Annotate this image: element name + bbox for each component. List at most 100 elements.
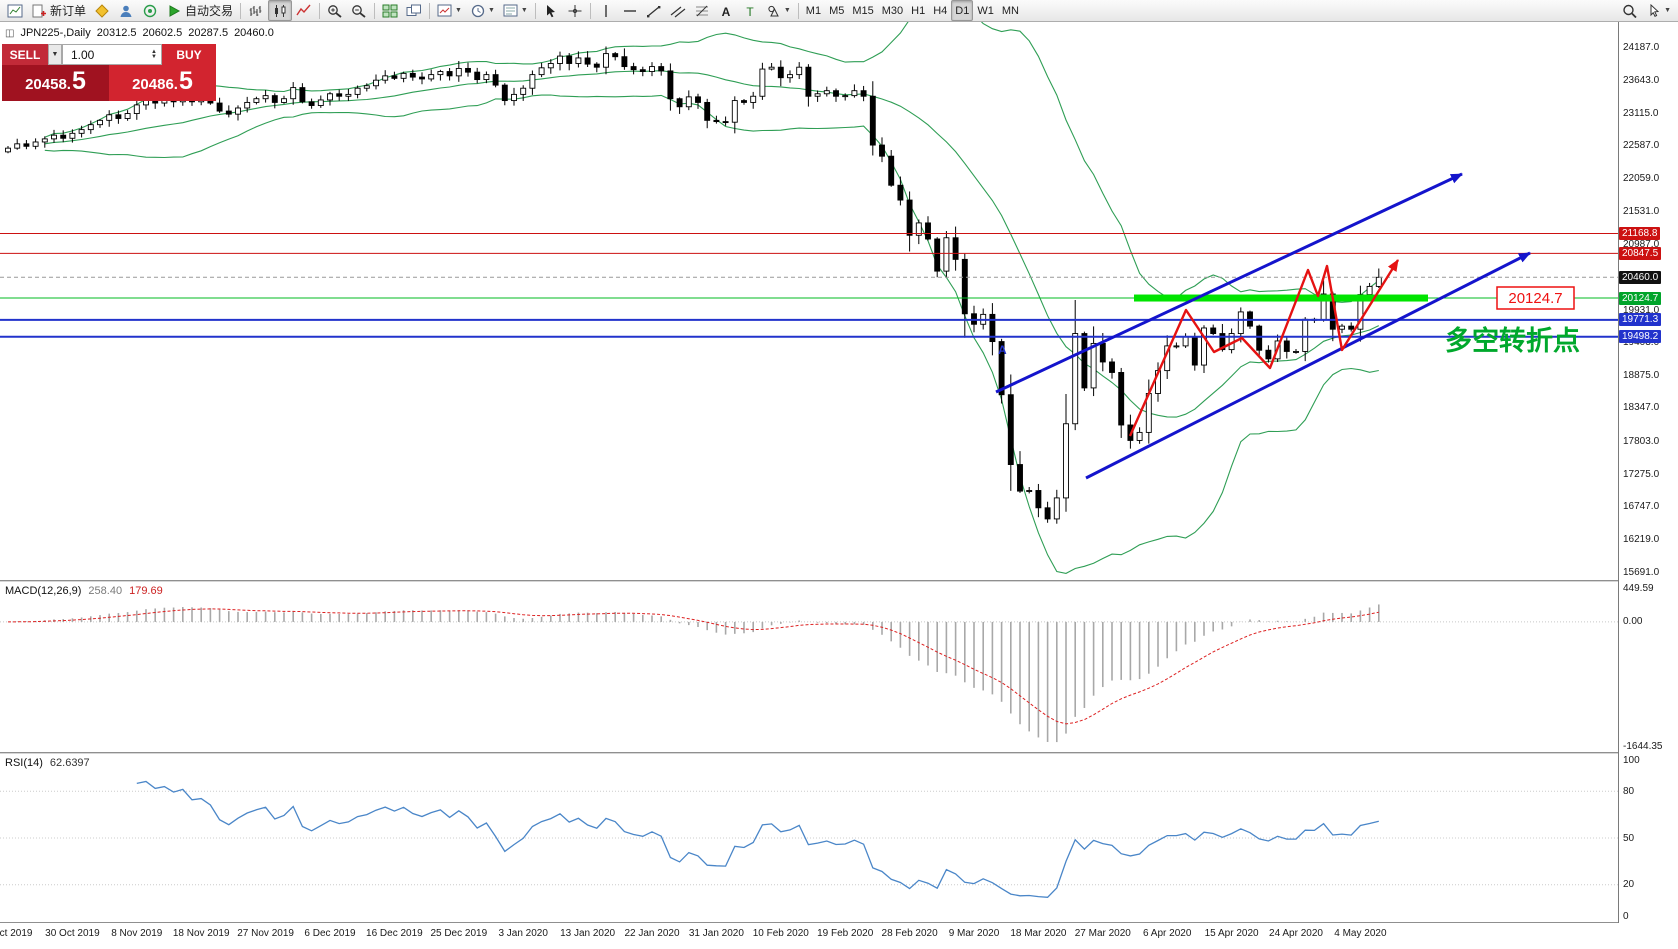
profile-icon — [120, 5, 132, 17]
spinner-up-icon[interactable]: ▲ — [151, 48, 157, 55]
zoom-out-icon — [352, 4, 366, 18]
shapes-button[interactable]: ▼ — [762, 0, 795, 21]
support-band[interactable] — [1134, 294, 1428, 302]
rsi-axis-label: 50 — [1623, 832, 1635, 844]
rsi-chart[interactable] — [0, 754, 1618, 922]
buy-price-button[interactable]: 20486. 5 — [109, 65, 216, 101]
date-label: 25 Dec 2019 — [430, 928, 488, 939]
sell-price-button[interactable]: 20458. 5 — [2, 65, 109, 101]
text-label-button[interactable]: T — [738, 0, 762, 21]
search-icon — [1623, 4, 1637, 18]
trendline-lower[interactable] — [1085, 251, 1531, 480]
tile-windows-button[interactable] — [378, 0, 402, 21]
tf-w1-button[interactable]: W1 — [973, 0, 998, 21]
chart-ohlc-info: ◫ JPN225-,Daily 20312.5 20602.5 20287.5 … — [5, 27, 274, 39]
trendline-button[interactable] — [642, 0, 666, 21]
new-order-button[interactable]: 新订单 — [27, 0, 90, 21]
macd-histogram — [16, 604, 1380, 743]
rsi-axis-label: 100 — [1623, 754, 1640, 766]
chart-window-button[interactable] — [3, 0, 27, 21]
macd-signal-line — [7, 608, 1379, 725]
lot-size-spinner[interactable]: ▲ ▼ — [149, 48, 159, 60]
rsi-line — [136, 780, 1379, 898]
sell-button[interactable]: SELL — [2, 44, 48, 65]
trade-options-dropdown[interactable]: ▼ — [48, 44, 62, 65]
buy-button[interactable]: BUY — [162, 44, 216, 65]
lot-size-value: 1.00 — [71, 47, 95, 62]
auto-trading-button[interactable]: 自动交易 — [162, 0, 237, 21]
line-chart-button[interactable] — [292, 0, 316, 21]
rsi-value: 62.6397 — [49, 757, 90, 769]
crosshair-icon — [568, 4, 582, 17]
search-button[interactable] — [1618, 0, 1642, 21]
zoom-out-button[interactable] — [347, 0, 371, 21]
bar-chart-button[interactable] — [244, 0, 268, 21]
date-label: 30 Oct 2019 — [45, 928, 100, 939]
rsi-name: RSI(14) — [5, 757, 43, 769]
tf-m30-button[interactable]: M30 — [878, 0, 907, 21]
zoom-in-button[interactable] — [323, 0, 347, 21]
price-axis-label: 23115.0 — [1623, 107, 1659, 119]
main-chart-panel[interactable]: A 多空转折点 20124.7 ◫ JPN225-,Daily 20312.5 20… — [0, 22, 1618, 580]
date-label: 22 Jan 2020 — [624, 928, 680, 939]
macd-main-value: 258.40 — [88, 585, 123, 597]
profile-button[interactable] — [114, 0, 138, 21]
text-button[interactable]: A — [714, 0, 738, 21]
cascade-windows-button[interactable] — [402, 0, 426, 21]
panel-divider[interactable] — [0, 752, 1678, 754]
marker-a-text[interactable]: A — [998, 343, 1007, 357]
date-label: 16 Dec 2019 — [366, 928, 423, 939]
tf-d1-button[interactable]: D1 — [951, 0, 974, 21]
horizontal-level-lines[interactable] — [0, 233, 1618, 338]
equidistant-channel-button[interactable] — [666, 0, 690, 21]
macd-indicator-panel[interactable]: MACD(12,26,9) 258.40 179.69 — [0, 582, 1618, 752]
rsi-indicator-panel[interactable]: RSI(14) 62.6397 — [0, 754, 1618, 922]
price-axis-label: 16747.0 — [1623, 501, 1660, 513]
level-label-box[interactable] — [1496, 286, 1575, 310]
tf-h4-button[interactable]: H4 — [929, 0, 951, 21]
tf-mn-button[interactable]: MN — [998, 0, 1023, 21]
quick-nav-button[interactable]: ▼ — [1642, 0, 1675, 21]
tf-h1-button[interactable]: H1 — [907, 0, 929, 21]
candlestick-chart-button[interactable] — [268, 0, 293, 21]
spinner-down-icon[interactable]: ▼ — [151, 53, 157, 60]
toolbar-separator — [429, 2, 431, 19]
tf-m15-button[interactable]: M15 — [848, 0, 877, 21]
dropdown-arrow-icon: ▼ — [520, 7, 528, 14]
zigzag-arrow[interactable] — [1128, 259, 1400, 437]
toolbar-separator — [534, 2, 536, 19]
tf-h4-label: H4 — [933, 4, 948, 17]
cursor-button[interactable] — [539, 0, 563, 21]
date-label: 6 Dec 2019 — [304, 928, 356, 939]
price-chart[interactable]: A 多空转折点 20124.7 — [0, 22, 1618, 580]
turning-point-text[interactable]: 多空转折点 — [1445, 325, 1580, 356]
vertical-line-button[interactable] — [594, 0, 618, 21]
fibonacci-button[interactable] — [690, 0, 714, 21]
new-chart-button[interactable]: ▼ — [433, 0, 466, 21]
templates-button[interactable]: ▼ — [499, 0, 532, 21]
toolbar-separator — [240, 2, 242, 19]
date-axis[interactable]: 1 Oct 2019 30 Oct 2019 8 Nov 2019 18 Nov 20… — [0, 923, 1678, 949]
crosshair-button[interactable] — [563, 0, 587, 21]
price-axis[interactable]: 24187.0 23643.0 23115.0 22587.0 22059.0 21531… — [1618, 22, 1678, 923]
rsi-axis-label: 20 — [1623, 879, 1635, 891]
lot-size-field[interactable]: 1.00 ▲ ▼ — [62, 44, 162, 65]
date-label: 1 Oct 2019 — [0, 928, 33, 939]
quick-nav-icon — [1650, 3, 1660, 17]
symbols-button[interactable] — [90, 0, 114, 21]
trendline-icon — [646, 5, 661, 17]
price-axis-label: 16219.0 — [1623, 533, 1660, 545]
tf-m5-button[interactable]: M5 — [825, 0, 848, 21]
date-label: 8 Nov 2019 — [111, 928, 163, 939]
trendline-upper[interactable] — [995, 172, 1463, 394]
auto-trading-label: 自动交易 — [185, 4, 234, 18]
new-chart-icon — [437, 4, 452, 16]
tf-m1-button[interactable]: M1 — [802, 0, 825, 21]
macd-chart[interactable] — [0, 582, 1618, 752]
periods-button[interactable]: ▼ — [466, 0, 499, 21]
horizontal-line-button[interactable] — [618, 0, 642, 21]
panel-divider[interactable] — [0, 580, 1678, 582]
community-button[interactable] — [138, 0, 162, 21]
tf-mn-label: MN — [1001, 4, 1019, 17]
date-label: 9 Mar 2020 — [948, 928, 1000, 939]
